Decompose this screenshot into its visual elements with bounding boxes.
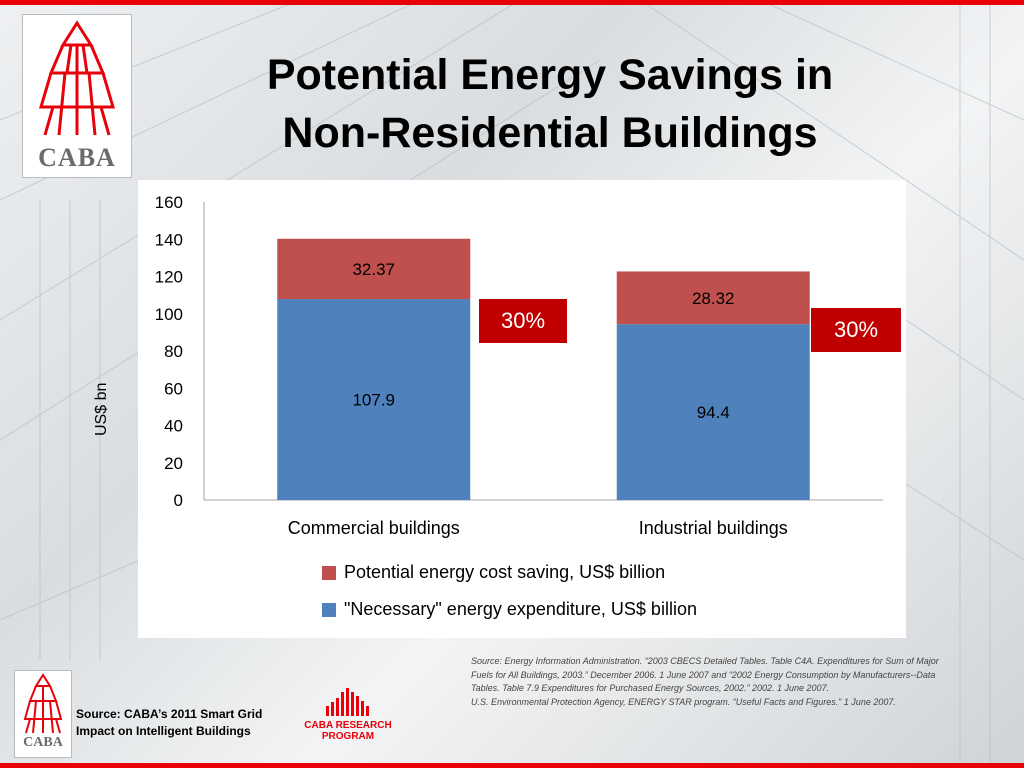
citation-1: Source: Energy Information Administratio… [471,656,939,693]
footer-caba-logo: CABA [14,670,72,758]
data-label: 32.37 [352,260,395,279]
y-tick-label: 80 [164,342,183,361]
slide-title: Potential Energy Savings in Non-Resident… [150,46,950,162]
bar-segment [277,238,471,300]
y-tick-label: 120 [155,268,183,287]
caba-tower-icon [38,20,116,136]
bar-segment [616,324,810,500]
citation-block: Source: Energy Information Administratio… [471,655,951,709]
saving-percent-badge-commercial: 30% [478,298,568,344]
citation-2: U.S. Environmental Protection Agency, EN… [471,696,896,707]
y-tick-label: 20 [164,454,183,473]
y-tick-label: 160 [155,193,183,212]
y-tick-label: 40 [164,417,183,436]
y-axis-label: US$ bn [93,382,110,436]
top-red-border [0,0,1024,5]
x-tick-label: Commercial buildings [288,518,460,538]
legend-label: "Necessary" energy expenditure, US$ bill… [344,599,697,619]
title-line-1: Potential Energy Savings in [266,51,834,99]
bottom-red-border [0,763,1024,768]
bar-segment [616,271,810,325]
caba-research-program-logo: CABA RESEARCH PROGRAM [298,684,398,748]
program-label-line-1: CABA RESEARCH [304,720,392,731]
legend-label: Potential energy cost saving, US$ billio… [344,562,665,582]
footer-logo-wordmark: CABA [23,735,63,750]
program-label: CABA RESEARCH PROGRAM [298,720,398,742]
y-tick-label: 60 [164,379,183,398]
stacked-bar-chart: 0 20 40 60 80 100 120 140 160 107.9 32.37 Commercia… [155,193,883,619]
footer-tower-icon [23,673,63,734]
y-tick-label: 140 [155,230,183,249]
caba-logo: CABA [22,14,132,178]
y-tick-label: 0 [174,491,183,510]
legend-swatch [322,603,336,617]
saving-percent-badge-industrial: 30% [810,307,902,353]
program-bars-icon [326,688,369,716]
data-label: 94.4 [697,403,730,422]
data-label: 28.32 [692,289,735,308]
chart-panel: 0 20 40 60 80 100 120 140 160 107.9 32.37 Commercia… [138,180,906,638]
footer-source: Source: CABA’s 2011 Smart Grid Impact on… [76,706,286,740]
logo-wordmark: CABA [38,143,116,172]
title-line-2: Non-Residential Buildings [282,109,818,157]
footer-source-line-1: Source: CABA’s 2011 Smart Grid [76,707,263,721]
footer-source-line-2: Impact on Intelligent Buildings [76,724,251,738]
legend-swatch [322,566,336,580]
y-tick-label: 100 [155,305,183,324]
bar-segment [277,299,471,500]
x-tick-label: Industrial buildings [639,518,788,538]
program-label-line-2: PROGRAM [321,731,375,742]
data-label: 107.9 [352,391,395,410]
